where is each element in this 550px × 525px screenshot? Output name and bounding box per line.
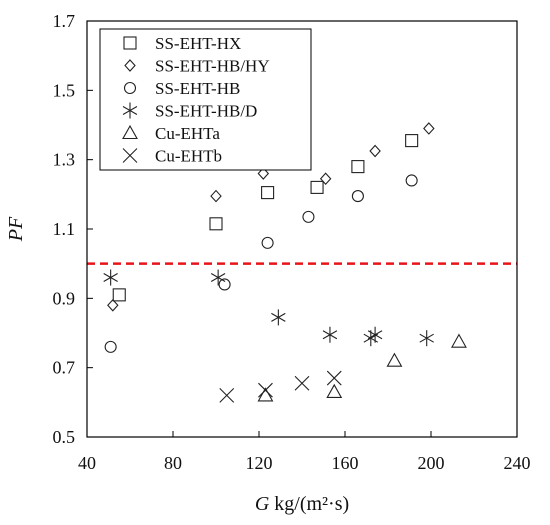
y-tick-label: 0.5 [53,427,76,447]
data-point [351,190,364,203]
legend-label: Cu-EHTb [155,147,222,166]
x-tick-label: 160 [332,453,359,473]
data-point [107,298,119,312]
x-axis-label: G kg/(m²·s) [255,493,349,515]
x-tick-label: 240 [504,453,531,473]
data-point [386,352,403,367]
data-point [210,269,226,286]
y-tick-label: 1.1 [53,219,76,239]
legend-label: SS-EHT-HB [155,79,240,98]
series-ss-eht-hb [104,174,418,353]
y-tick-label: 0.7 [53,358,76,378]
x-tick-label: 120 [246,453,273,473]
x-tick-label: 40 [78,453,96,473]
x-axis-label-symbol: G [255,493,270,515]
data-point [219,388,235,403]
legend-label: SS-EHT-HX [155,34,241,53]
data-point [405,174,418,187]
x-tick-label: 200 [418,453,445,473]
y-tick-label: 0.9 [53,288,76,308]
series-ss-eht-hb-d [103,269,434,347]
y-tick-label: 1.3 [53,150,76,170]
data-point [104,340,117,353]
data-point [257,167,270,180]
data-point [261,236,274,249]
series-ss-eht-hx [112,134,419,302]
data-point [322,326,338,343]
data-point [351,160,365,174]
legend-marker [122,124,138,140]
data-point [218,278,231,291]
data-point [103,269,118,286]
data-point [326,383,343,398]
legend-marker [124,59,136,72]
legend-label: Cu-EHTa [155,124,220,143]
legend-marker [123,36,137,50]
data-point [310,180,324,194]
legend-marker [123,81,137,95]
legend-marker [122,102,138,119]
data-point [209,217,223,231]
data-point [451,333,467,348]
series-cu-ehtb [219,370,342,403]
legend-label: SS-EHT-HB/HY [155,57,270,76]
x-axis-label-units: kg/(m²·s) [269,493,349,515]
y-tick-label: 1.5 [53,80,76,100]
series-cu-ehta [257,333,467,402]
data-point [367,326,383,343]
data-point [112,288,126,302]
data-point [210,189,222,203]
data-point [271,309,286,326]
y-tick-label: 1.7 [53,11,76,31]
data-point [294,375,310,391]
series-ss-eht-hb-hy [107,122,435,312]
data-point [319,172,332,186]
data-point [261,186,275,200]
data-point [326,370,342,386]
data-point [257,387,274,402]
x-tick-label: 80 [164,453,182,473]
legend-box [99,28,312,171]
data-point [258,382,273,398]
data-point [405,134,419,148]
data-point [423,122,435,135]
data-point [369,144,381,158]
legend-label: SS-EHT-HB/D [155,102,257,121]
data-point [419,330,434,347]
legend-marker [122,148,138,163]
data-point [302,210,315,223]
y-axis-label: PF [5,216,27,242]
